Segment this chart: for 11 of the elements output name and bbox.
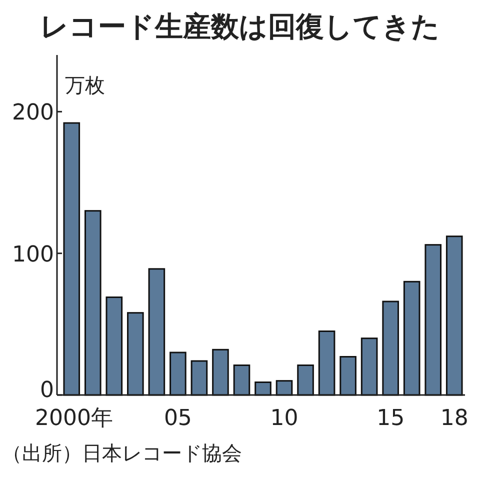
chart-title: レコード生産数は回復してきた <box>40 10 440 43</box>
x-tick-label: 18 <box>440 406 468 431</box>
x-tick-label: 2000年 <box>35 406 113 431</box>
x-tick-label: 10 <box>270 406 298 431</box>
y-tick-label: 200 <box>12 100 54 126</box>
text: （出所）日本レコード協会 <box>2 441 242 465</box>
x-tick-label: 15 <box>376 406 405 431</box>
y-axis-title: 万枚 <box>65 73 105 97</box>
y-tick-label: 0 <box>40 378 54 403</box>
y-tick-label: 100 <box>12 242 54 268</box>
x-tick-label: 05 <box>164 406 192 431</box>
